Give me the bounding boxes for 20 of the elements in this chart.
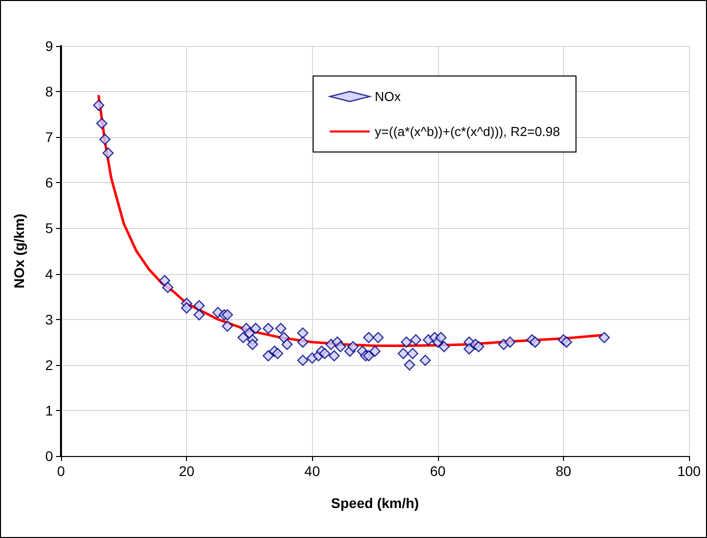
y-axis-title: NOx (g/km) <box>11 214 27 288</box>
x-tick-label: 100 <box>677 463 701 479</box>
x-axis-title: Speed (km/h) <box>331 495 419 511</box>
x-tick-label: 0 <box>57 463 66 479</box>
legend-label: y=((a*(x^b))+(c*(x^d))), R2=0.98 <box>374 124 560 139</box>
y-tick-label: 6 <box>45 174 54 191</box>
legend-label: NOx <box>374 89 402 104</box>
x-tick-label: 60 <box>430 463 446 479</box>
y-tick-label: 2 <box>45 356 54 373</box>
y-tick-label: 3 <box>45 311 54 328</box>
y-tick-label: 5 <box>45 220 54 236</box>
y-tick-label: 4 <box>45 266 54 282</box>
y-tick-label: 8 <box>45 84 54 100</box>
x-tick-label: 80 <box>556 463 572 479</box>
y-tick-label: 7 <box>45 129 54 146</box>
y-tick-label: 1 <box>45 402 54 418</box>
y-tick-label: 9 <box>45 38 54 54</box>
x-tick-label: 40 <box>304 463 320 479</box>
x-tick-label: 20 <box>178 463 195 479</box>
y-tick-label: 0 <box>45 448 54 464</box>
